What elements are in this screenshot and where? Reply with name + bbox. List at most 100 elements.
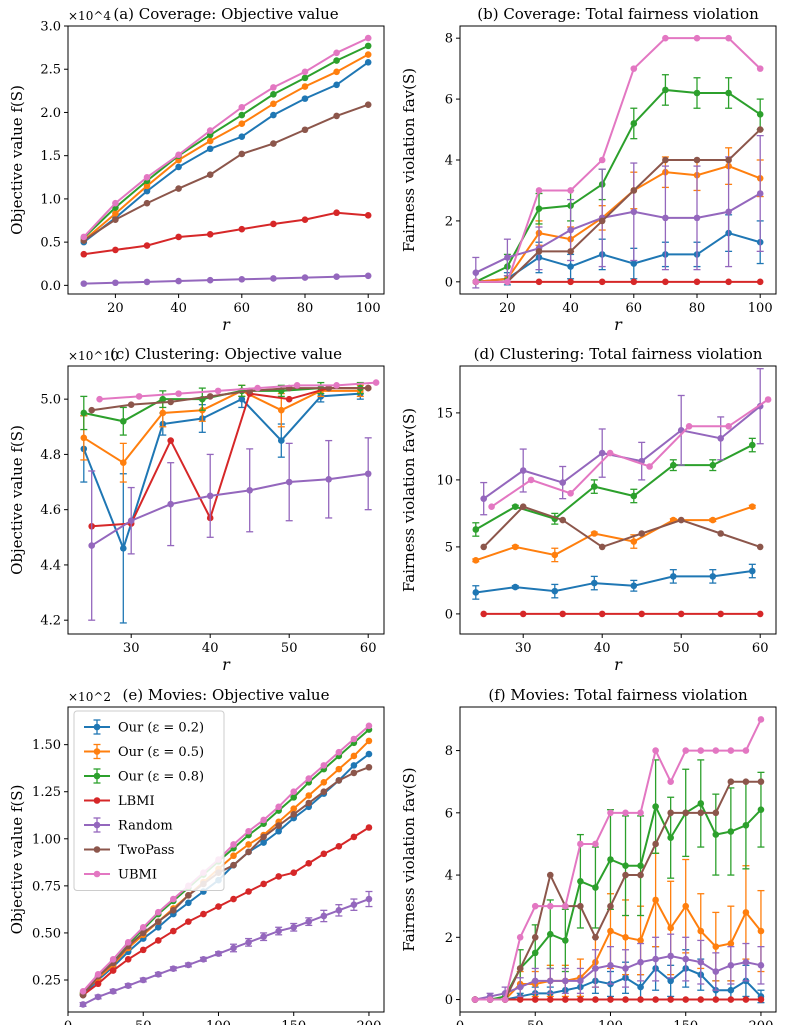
data-point-our-eps-0-5 xyxy=(278,406,285,414)
series-line-ubmi xyxy=(491,398,769,508)
data-point-our-eps-0-8 xyxy=(712,831,720,838)
data-point-twopass xyxy=(756,126,764,133)
data-point-our-eps-0-5 xyxy=(512,543,519,551)
x-tick-label: 200 xyxy=(357,1019,382,1025)
series-line-twopass xyxy=(83,103,369,242)
data-point-lbmi xyxy=(727,996,735,1003)
data-point-lbmi xyxy=(742,996,750,1003)
data-point-ubmi xyxy=(693,34,701,42)
data-point-ubmi xyxy=(301,68,309,76)
data-point-our-eps-0-8 xyxy=(749,441,756,449)
data-point-ubmi xyxy=(646,463,653,470)
data-point-lbmi xyxy=(756,610,764,618)
chart-title: (c) Clustering: Objective value xyxy=(110,345,342,363)
data-point-lbmi xyxy=(531,996,539,1003)
data-point-twopass xyxy=(622,871,629,879)
data-point-ubmi xyxy=(124,939,132,946)
data-point-our-eps-0-8 xyxy=(709,461,717,469)
data-point-our-eps-0-5 xyxy=(365,737,373,745)
data-point-our-eps-0-2 xyxy=(275,827,282,835)
data-point-our-eps-0-8 xyxy=(333,57,340,64)
data-point-lbmi xyxy=(230,895,237,903)
data-point-twopass xyxy=(320,788,328,796)
data-point-ubmi xyxy=(94,971,102,978)
data-point-ubmi xyxy=(488,503,495,511)
x-tick-label: 60 xyxy=(360,641,377,656)
data-point-our-eps-0-2 xyxy=(637,983,644,991)
data-point-random xyxy=(109,987,117,995)
data-point-lbmi xyxy=(364,212,372,219)
series-line-our-eps-0-2 xyxy=(475,570,753,594)
panel-2: (b) Coverage: Total fairness violation20… xyxy=(400,5,777,334)
data-point-our-eps-0-5 xyxy=(637,937,644,944)
series-line-ubmi xyxy=(83,37,369,238)
data-point-random xyxy=(667,952,674,960)
data-point-twopass xyxy=(290,811,298,818)
data-point-twopass xyxy=(270,140,277,147)
data-point-our-eps-0-2 xyxy=(278,437,285,444)
data-point-twopass xyxy=(185,891,192,899)
panel-3: (c) Clustering: Objective value 30 40 50 60 4… xyxy=(8,345,385,674)
data-point-twopass xyxy=(88,406,95,414)
panel-1: (a) Coverage: Objective value 20 40 60 80 100… xyxy=(8,5,385,334)
data-point-ubmi xyxy=(682,747,690,754)
y-tick-label: 6 xyxy=(445,93,453,108)
data-point-our-eps-0-5 xyxy=(364,51,372,58)
panel-6: (f) Movies: Total fairness violation 0 50 1… xyxy=(400,686,777,1025)
data-point-ubmi xyxy=(270,84,277,91)
data-point-ubmi xyxy=(335,748,343,756)
data-point-our-eps-0-2 xyxy=(709,573,717,580)
data-point-ubmi xyxy=(652,747,659,754)
data-point-lbmi xyxy=(245,888,252,895)
data-point-ubmi xyxy=(725,423,732,430)
data-point-our-eps-0-8 xyxy=(757,806,765,814)
data-point-lbmi xyxy=(712,996,720,1003)
data-point-lbmi xyxy=(756,278,764,286)
y-tick-label: 4 xyxy=(445,154,453,169)
data-point-random xyxy=(127,517,135,525)
legend-marker-our-eps-0-5 xyxy=(93,748,101,755)
data-point-lbmi xyxy=(662,278,669,286)
data-point-lbmi xyxy=(154,937,162,944)
data-point-lbmi xyxy=(598,278,606,286)
y-tick-label: 8 xyxy=(445,32,453,47)
x-tick-label: 40 xyxy=(594,641,611,656)
data-point-our-eps-0-8 xyxy=(725,89,732,97)
data-point-random xyxy=(756,190,764,197)
data-point-ubmi xyxy=(697,747,705,754)
data-point-twopass xyxy=(531,934,539,941)
data-point-random xyxy=(333,273,340,281)
data-point-our-eps-0-5 xyxy=(630,538,638,545)
data-point-our-eps-0-8 xyxy=(531,949,539,957)
x-tick-label: 0 xyxy=(456,1019,464,1025)
data-point-twopass xyxy=(727,778,735,785)
data-point-our-eps-0-5 xyxy=(120,459,127,467)
data-point-our-eps-0-8 xyxy=(238,111,246,119)
y-tick-label: 0.50 xyxy=(32,926,61,941)
data-point-our-eps-0-8 xyxy=(591,483,598,490)
series-group xyxy=(79,722,373,1008)
y-tick-label: 1.25 xyxy=(32,785,61,800)
data-point-lbmi xyxy=(139,946,147,954)
series-group xyxy=(472,368,772,618)
series-line-random xyxy=(83,274,369,285)
data-point-ubmi xyxy=(562,902,569,910)
series-line-twopass xyxy=(482,505,761,549)
data-point-our-eps-0-8 xyxy=(630,492,638,500)
data-point-twopass xyxy=(167,398,174,406)
data-point-random xyxy=(697,958,705,966)
data-point-random xyxy=(652,955,659,963)
y-tick-label: 5.0 xyxy=(40,393,61,408)
data-point-lbmi xyxy=(535,278,543,286)
x-tick-label: 100 xyxy=(598,1019,623,1025)
series-line-our-eps-0-5 xyxy=(475,505,753,562)
y-tick-label: 4.4 xyxy=(40,558,61,573)
y-axis-label: Objective value f(S) xyxy=(8,85,26,235)
data-point-ubmi xyxy=(230,841,237,848)
data-point-our-eps-0-8 xyxy=(756,111,764,118)
data-point-twopass xyxy=(238,150,246,158)
series-line-our-eps-0-2 xyxy=(82,392,361,552)
data-point-twopass xyxy=(652,840,659,848)
data-point-our-eps-0-2 xyxy=(270,111,277,119)
data-point-our-eps-0-5 xyxy=(712,943,720,950)
